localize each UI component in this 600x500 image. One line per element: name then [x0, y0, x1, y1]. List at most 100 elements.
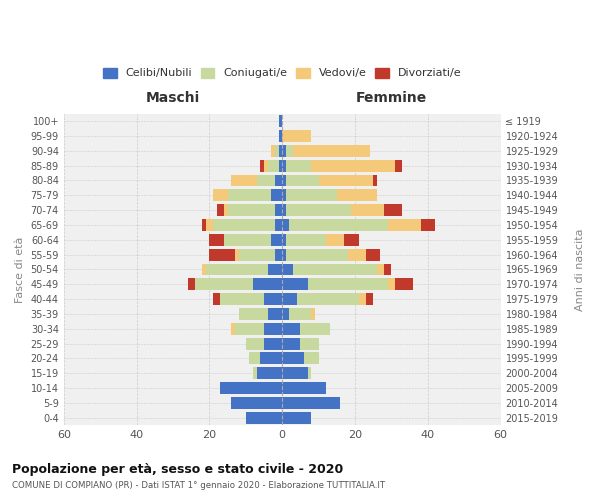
Bar: [359, 293, 366, 305]
Text: Popolazione per età, sesso e stato civile - 2020: Popolazione per età, sesso e stato civil…: [12, 462, 343, 475]
Bar: [282, 248, 286, 260]
Bar: [206, 264, 268, 276]
Bar: [275, 248, 282, 260]
Bar: [231, 397, 282, 409]
Bar: [227, 190, 271, 201]
Bar: [209, 234, 224, 245]
Text: Maschi: Maschi: [146, 91, 200, 105]
Bar: [352, 204, 384, 216]
Bar: [264, 323, 282, 334]
Legend: Celibi/Nubili, Coniugati/e, Vedovi/e, Divorziati/e: Celibi/Nubili, Coniugati/e, Vedovi/e, Di…: [99, 63, 466, 83]
Bar: [213, 190, 227, 201]
Bar: [202, 264, 206, 276]
Bar: [231, 323, 235, 334]
Text: COMUNE DI COMPIANO (PR) - Dati ISTAT 1° gennaio 2020 - Elaborazione TUTTITALIA.I: COMUNE DI COMPIANO (PR) - Dati ISTAT 1° …: [12, 481, 385, 490]
Bar: [282, 368, 308, 379]
Bar: [344, 234, 359, 245]
Bar: [311, 160, 395, 172]
Bar: [260, 352, 282, 364]
Bar: [421, 219, 435, 231]
Bar: [239, 308, 268, 320]
Bar: [275, 145, 278, 156]
Bar: [282, 130, 311, 142]
Bar: [235, 248, 239, 260]
Bar: [319, 174, 373, 186]
Bar: [268, 264, 282, 276]
Bar: [268, 308, 282, 320]
Text: Femmine: Femmine: [356, 91, 427, 105]
Bar: [224, 234, 271, 245]
Bar: [308, 278, 388, 290]
Bar: [282, 190, 286, 201]
Bar: [384, 264, 391, 276]
Bar: [282, 323, 301, 334]
Bar: [231, 174, 257, 186]
Bar: [282, 308, 289, 320]
Bar: [373, 174, 377, 186]
Bar: [282, 145, 286, 156]
Bar: [282, 338, 301, 349]
Bar: [282, 160, 286, 172]
Bar: [227, 204, 275, 216]
Bar: [202, 219, 206, 231]
Bar: [282, 219, 289, 231]
Bar: [282, 204, 286, 216]
Bar: [388, 219, 421, 231]
Bar: [286, 204, 352, 216]
Bar: [388, 278, 395, 290]
Bar: [278, 160, 282, 172]
Bar: [286, 190, 337, 201]
Bar: [377, 264, 384, 276]
Bar: [282, 382, 326, 394]
Bar: [264, 293, 282, 305]
Bar: [282, 397, 340, 409]
Bar: [271, 190, 282, 201]
Bar: [278, 115, 282, 127]
Bar: [282, 278, 308, 290]
Bar: [282, 412, 311, 424]
Y-axis label: Fasce di età: Fasce di età: [15, 236, 25, 302]
Bar: [278, 145, 282, 156]
Bar: [282, 293, 297, 305]
Bar: [217, 204, 224, 216]
Bar: [188, 278, 195, 290]
Bar: [337, 190, 377, 201]
Bar: [264, 338, 282, 349]
Bar: [213, 293, 220, 305]
Bar: [293, 264, 377, 276]
Bar: [326, 234, 344, 245]
Bar: [286, 174, 319, 186]
Bar: [282, 264, 293, 276]
Bar: [253, 368, 257, 379]
Y-axis label: Anni di nascita: Anni di nascita: [575, 228, 585, 310]
Bar: [275, 219, 282, 231]
Bar: [235, 323, 264, 334]
Bar: [395, 278, 413, 290]
Bar: [195, 278, 253, 290]
Bar: [224, 204, 227, 216]
Bar: [260, 160, 264, 172]
Bar: [271, 145, 275, 156]
Bar: [286, 234, 326, 245]
Bar: [253, 278, 282, 290]
Bar: [311, 308, 315, 320]
Bar: [257, 368, 282, 379]
Bar: [348, 248, 366, 260]
Bar: [239, 248, 275, 260]
Bar: [384, 204, 403, 216]
Bar: [395, 160, 403, 172]
Bar: [301, 338, 319, 349]
Bar: [206, 219, 213, 231]
Bar: [257, 174, 275, 186]
Bar: [282, 352, 304, 364]
Bar: [275, 174, 282, 186]
Bar: [308, 368, 311, 379]
Bar: [220, 382, 282, 394]
Bar: [209, 248, 235, 260]
Bar: [366, 248, 380, 260]
Bar: [282, 174, 286, 186]
Bar: [282, 234, 286, 245]
Bar: [275, 204, 282, 216]
Bar: [366, 293, 373, 305]
Bar: [286, 145, 293, 156]
